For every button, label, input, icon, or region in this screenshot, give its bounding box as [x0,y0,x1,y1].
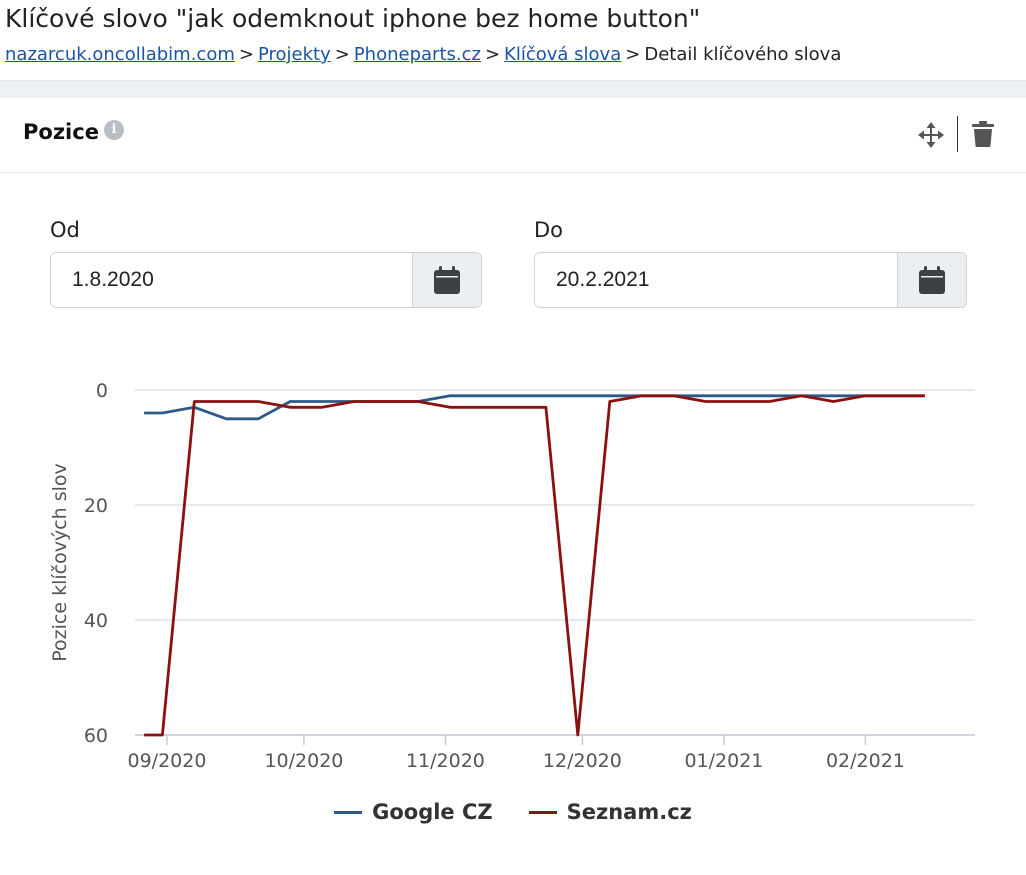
y-tick-label: 40 [84,610,108,632]
x-tick-label: 10/2020 [264,750,343,772]
legend-item-seznam[interactable]: Seznam.cz [528,800,692,824]
positions-chart: 0 20 40 60 09/2020 10/2020 11/2020 12/2020 01/20… [49,380,975,772]
legend-item-google[interactable]: Google CZ [334,800,493,824]
to-date-group [534,252,967,308]
breadcrumb-separator: > [334,44,350,65]
x-tick-label: 11/2020 [406,750,485,772]
breadcrumb-separator: > [238,44,254,65]
x-tick-label: 02/2021 [826,750,905,772]
legend-swatch-google [334,810,363,814]
legend-swatch-seznam [528,810,557,814]
legend-label-google: Google CZ [372,800,493,824]
breadcrumb-link-domain[interactable]: nazarcuk.oncollabim.com [5,44,235,65]
legend-label-seznam: Seznam.cz [566,800,692,824]
from-date-input[interactable] [51,253,412,307]
to-calendar-button[interactable] [897,253,966,307]
breadcrumb: nazarcuk.oncollabim.com > Projekty > Phonepa… [5,44,841,65]
calendar-icon [434,266,460,294]
move-arrows-icon[interactable] [918,122,944,148]
breadcrumb-link-keywords[interactable]: Klíčová slova [504,44,622,65]
x-tick-label: 09/2020 [127,750,206,772]
breadcrumb-link-project[interactable]: Phoneparts.cz [353,44,481,65]
y-tick-label: 0 [96,380,108,402]
calendar-icon [919,266,945,294]
panel-header: Pozice i [0,98,1026,173]
page-title: Klíčové slovo "jak odemknout iphone bez … [5,4,701,33]
from-label: Od [50,218,80,242]
header-divider [957,116,958,152]
x-tick-label: 12/2020 [543,750,622,772]
series-line-seznam [144,394,925,737]
chart-legend: Google CZ Seznam.cz [0,800,1026,824]
y-tick-label: 60 [84,725,108,747]
y-axis-title: Pozice klíčových slov [49,463,71,662]
to-date-input[interactable] [535,253,897,307]
info-icon[interactable]: i [104,120,124,140]
from-calendar-button[interactable] [412,253,481,307]
panel-title: Pozice [23,120,99,144]
x-tick-label: 01/2021 [684,750,763,772]
breadcrumb-separator: > [625,44,641,65]
breadcrumb-current: Detail klíčového slova [644,44,842,65]
breadcrumb-separator: > [484,44,501,65]
trash-icon[interactable] [971,121,995,147]
breadcrumb-link-projects[interactable]: Projekty [257,44,331,65]
from-date-group [50,252,482,308]
y-tick-label: 20 [84,495,108,517]
section-divider-band [0,80,1026,99]
to-label: Do [534,218,564,242]
